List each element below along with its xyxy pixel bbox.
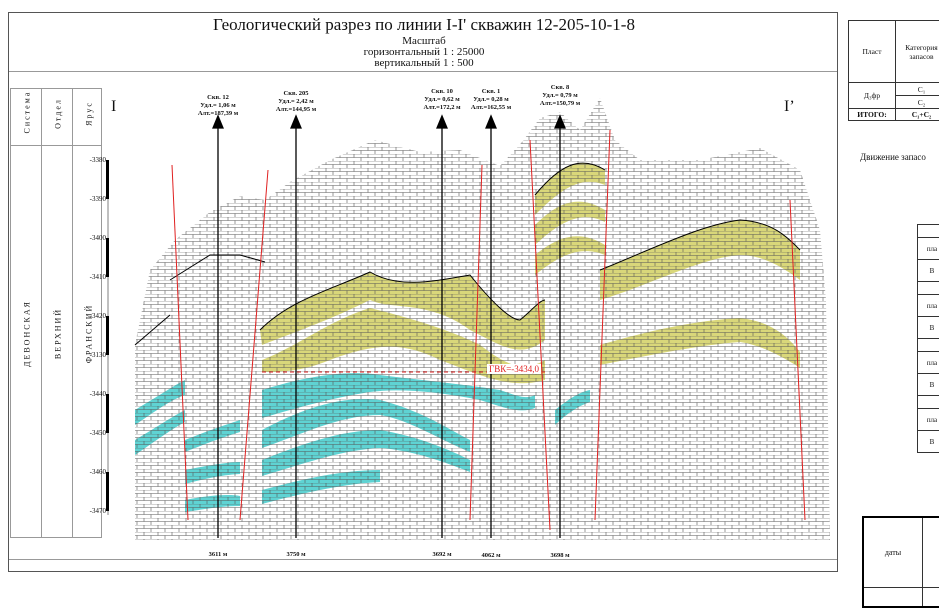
movement-title: Движение запасо <box>860 152 926 162</box>
depth-tick: -3390 <box>86 195 106 203</box>
depth-tick: -3400 <box>86 234 106 242</box>
system-value: ДЕВОНСКАЯ <box>23 294 32 374</box>
depth-tick: -3470 <box>86 507 106 515</box>
depth-tick: -3380 <box>86 156 106 164</box>
well-depth: 3698 м <box>540 552 580 559</box>
depth-tick: -3440 <box>86 390 106 398</box>
well-depth: 3750 м <box>276 551 316 558</box>
header-yarus: Ярус <box>85 94 94 134</box>
depth-tick: -3460 <box>86 468 106 476</box>
section-start-label: I <box>111 98 116 116</box>
plast-value: Д₃фр <box>849 83 896 109</box>
stage-value: ФРАНСКИЙ <box>85 294 94 374</box>
col-category: Категория запасов <box>896 21 939 83</box>
total-value: C₁+C₂ <box>896 109 939 121</box>
gvk-label: ГВК=-3434,0 <box>487 364 541 374</box>
dates-table: даты <box>862 516 939 608</box>
series-value: ВЕРХНИЙ <box>54 294 63 374</box>
depth-tick: -3420 <box>86 312 106 320</box>
category-c1: C₁ <box>896 83 939 96</box>
well-depth: 3692 м <box>422 551 462 558</box>
col-plast: Пласт <box>849 21 896 83</box>
depth-tick: -3410 <box>86 273 106 281</box>
header-sistema: Система <box>23 94 32 134</box>
well-depth: 4062 м <box>471 552 511 559</box>
category-c2: C₂ <box>896 96 939 109</box>
header-otdel: Отдел <box>54 94 63 134</box>
depth-scale-bar <box>106 160 109 515</box>
depth-tick: -3450 <box>86 429 106 437</box>
section-end-label: I’ <box>784 98 795 116</box>
well-depth: 3611 м <box>198 551 238 558</box>
total-label: ИТОГО: <box>849 109 896 121</box>
dates-label: даты <box>863 517 923 587</box>
depth-tick: -3130 <box>86 351 106 359</box>
